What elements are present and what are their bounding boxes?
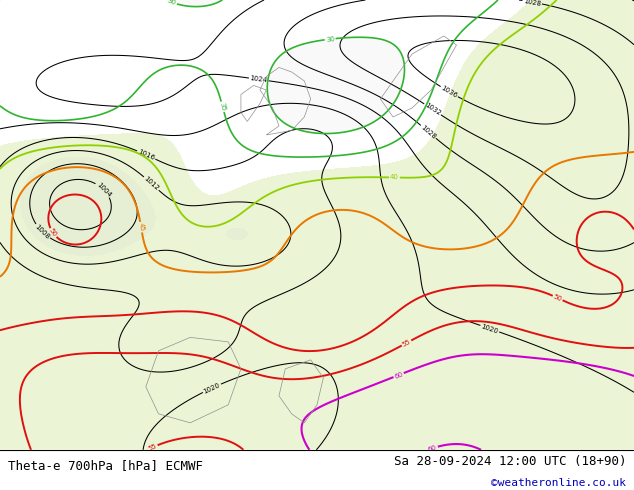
Text: 60: 60 (427, 444, 438, 453)
Text: 30: 30 (325, 36, 335, 43)
Text: 1032: 1032 (424, 102, 442, 117)
Text: 30: 30 (167, 0, 177, 6)
Text: 1012: 1012 (143, 175, 160, 192)
Text: 55: 55 (401, 338, 411, 348)
Text: 40: 40 (390, 174, 399, 181)
Text: 60: 60 (393, 370, 404, 380)
Text: 1020: 1020 (202, 382, 221, 394)
Text: 35: 35 (219, 102, 226, 112)
Text: 1016: 1016 (137, 148, 156, 161)
Text: 1004: 1004 (95, 181, 112, 198)
Text: 55: 55 (148, 443, 158, 452)
Text: 1036: 1036 (440, 85, 458, 99)
Text: ©weatheronline.co.uk: ©weatheronline.co.uk (491, 478, 626, 488)
Text: 50: 50 (552, 294, 563, 303)
Text: 50: 50 (48, 227, 58, 238)
Text: 45: 45 (138, 222, 145, 232)
Text: 1028: 1028 (523, 0, 541, 7)
Text: 1008: 1008 (34, 223, 51, 240)
Text: 1020: 1020 (481, 323, 499, 335)
Text: Theta-e 700hPa [hPa] ECMWF: Theta-e 700hPa [hPa] ECMWF (8, 460, 203, 472)
Text: 1028: 1028 (420, 124, 437, 140)
Text: 1024: 1024 (250, 75, 268, 84)
Text: Sa 28-09-2024 12:00 UTC (18+90): Sa 28-09-2024 12:00 UTC (18+90) (394, 455, 626, 467)
